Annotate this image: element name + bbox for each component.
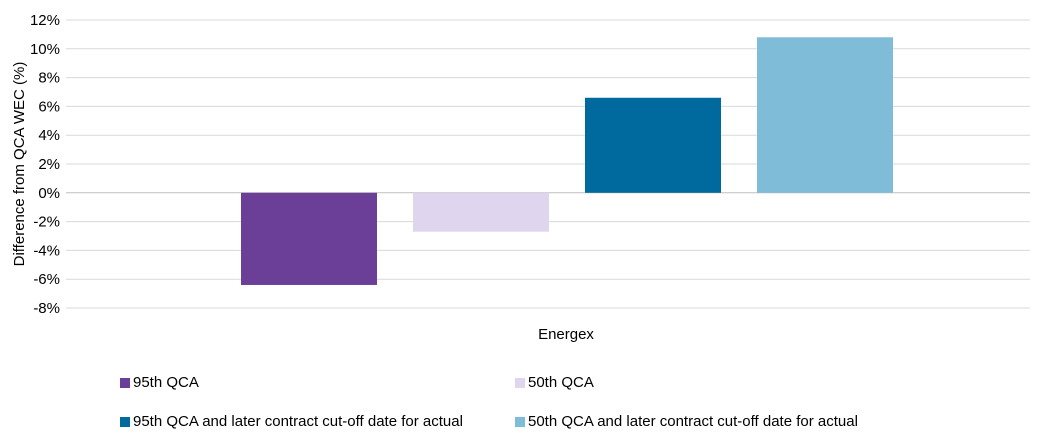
bar-2 <box>585 97 721 193</box>
y-tick-label: 0% <box>38 185 60 202</box>
legend-label: 95th QCA <box>133 374 199 391</box>
y-tick-label: -8% <box>33 300 60 317</box>
y-tick-label: 4% <box>38 127 60 144</box>
y-axis-label: Difference from QCA WEC (%) <box>11 62 28 267</box>
y-tick-label: 10% <box>30 41 60 58</box>
bar-0 <box>241 192 377 285</box>
y-tick-label: 2% <box>38 156 60 173</box>
y-tick-label: -2% <box>33 214 60 231</box>
legend-label: 50th QCA and later contract cut-off date… <box>528 413 858 430</box>
legend-swatch-95th-qca-later-cutoff <box>120 416 130 427</box>
legend-label: 95th QCA and later contract cut-off date… <box>133 413 463 430</box>
y-tick-label: 8% <box>38 70 60 87</box>
bar-1 <box>413 192 549 232</box>
legend-item-95th-qca: 95th QCA <box>120 374 199 391</box>
legend-swatch-50th-qca-later-cutoff <box>515 416 525 427</box>
y-tick-label: -6% <box>33 271 60 288</box>
y-tick-label: 12% <box>30 12 60 29</box>
bars <box>241 37 893 285</box>
y-tick-label: -4% <box>33 242 60 259</box>
legend-swatch-50th-qca <box>515 377 525 388</box>
gridlines <box>66 19 1030 309</box>
x-axis-category-label: Energex <box>538 326 594 343</box>
legend-label: 50th QCA <box>528 374 594 391</box>
legend-swatch-95th-qca <box>120 377 130 388</box>
legend-item-95th-qca-later-cutoff: 95th QCA and later contract cut-off date… <box>120 413 463 430</box>
legend-item-50th-qca: 50th QCA <box>515 374 594 391</box>
y-tick-label: 6% <box>38 98 60 115</box>
bar-3 <box>757 37 893 193</box>
legend-item-50th-qca-later-cutoff: 50th QCA and later contract cut-off date… <box>515 413 858 430</box>
y-axis-ticks: 12% 10% 8% 6% 4% 2% 0% -2% -4% -6% -8% <box>30 12 60 317</box>
